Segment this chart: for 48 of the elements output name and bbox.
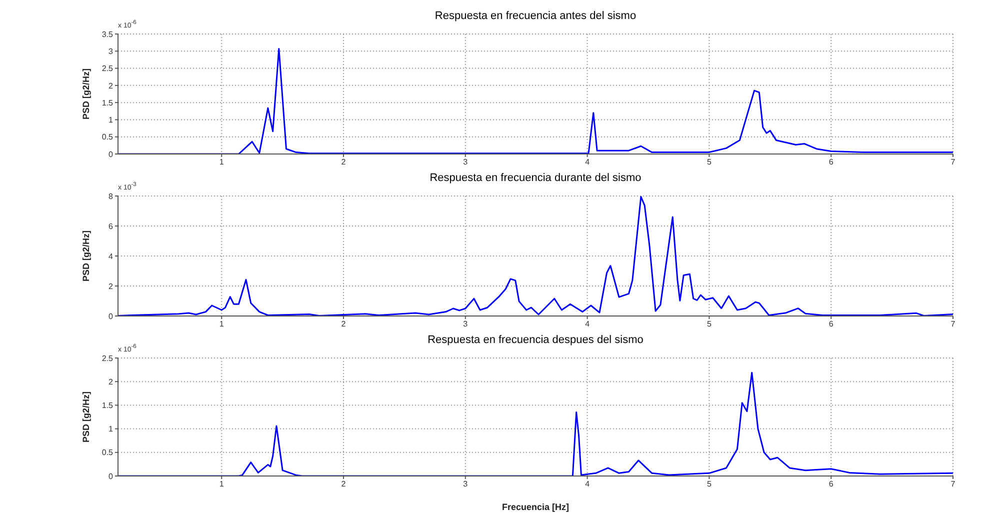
y-tick-label: 6 — [108, 222, 114, 231]
x-tick-label: 6 — [828, 320, 834, 329]
x-tick-label: 5 — [706, 320, 712, 329]
x-tick-label: 7 — [950, 158, 956, 167]
x-tick-label: 4 — [585, 158, 590, 167]
x-tick-label: 4 — [585, 480, 590, 489]
y-tick-label: 0.5 — [102, 448, 114, 458]
x-tick-label: 4 — [585, 320, 590, 329]
x-tick-label: 2 — [341, 480, 346, 489]
y-tick-label: 3.5 — [102, 30, 114, 39]
x-tick-label: 6 — [828, 158, 834, 167]
y-tick-label: 0 — [108, 150, 114, 159]
y-tick-label: 1.5 — [102, 98, 114, 108]
x-tick-label: 2 — [341, 158, 346, 167]
chart-title: Respuesta en frecuencia antes del sismo — [434, 10, 636, 22]
x-tick-label: 1 — [219, 480, 224, 489]
y-tick-label: 1 — [108, 424, 114, 434]
x-tick-label: 3 — [463, 480, 468, 489]
y-tick-label: 2.5 — [102, 354, 114, 363]
y-tick-label: 2.5 — [102, 64, 114, 74]
chart-title: Respuesta en frecuencia despues del sismo — [428, 334, 644, 346]
x-tick-label: 6 — [828, 480, 834, 489]
y-tick-label: 0 — [108, 472, 114, 481]
y-axis-title: PSD [g2/Hz] — [81, 230, 92, 282]
line-series — [118, 196, 953, 316]
x-tick-label: 7 — [950, 320, 956, 329]
x-tick-label: 5 — [706, 158, 712, 167]
x-tick-label: 1 — [219, 320, 224, 329]
y-tick-label: 2 — [108, 282, 114, 291]
y-tick-label: 1.5 — [102, 401, 114, 410]
chart-title: Respuesta en frecuencia durante del sismo — [430, 172, 642, 184]
x-axis-title: Frecuencia [Hz] — [502, 502, 570, 512]
x-tick-label: 7 — [950, 480, 956, 489]
y-tick-label: 4 — [108, 252, 114, 261]
y-axis-title: PSD [g2/Hz] — [81, 68, 92, 120]
x-tick-label: 3 — [463, 320, 468, 329]
x-tick-label: 3 — [463, 158, 468, 167]
y-axis-title: PSD [g2/Hz] — [81, 391, 92, 443]
y-tick-label: 3 — [108, 46, 114, 56]
y-tick-label: 2 — [108, 81, 114, 90]
y-tick-label: 2 — [108, 377, 114, 386]
y-tick-label: 1 — [108, 116, 114, 125]
y-tick-label: 0 — [108, 312, 114, 321]
x-tick-label: 1 — [219, 158, 224, 167]
x-tick-label: 2 — [341, 320, 346, 329]
y-tick-label: 0.5 — [102, 132, 114, 142]
x-tick-label: 5 — [706, 480, 712, 489]
y-tick-label: 8 — [108, 192, 114, 201]
